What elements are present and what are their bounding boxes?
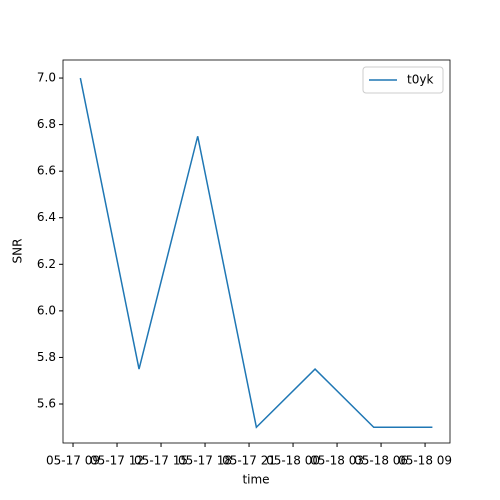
x-tick-label: 05-17 12: [90, 454, 144, 468]
y-axis-label: SNR: [11, 239, 25, 264]
x-tick-label: 05-17 15: [134, 454, 188, 468]
x-tick-label: 05-17 18: [178, 454, 232, 468]
line: [79, 77, 433, 429]
x-tick-label: 05-18 03: [310, 454, 364, 468]
x-tick-label: 05-17 21: [222, 454, 276, 468]
x-tick-label: 05-18 00: [266, 454, 320, 468]
x-tick-label: 05-17 09: [46, 454, 100, 468]
y-tick-label: 5.6: [37, 397, 56, 411]
y-tick-label: 6.2: [37, 257, 56, 271]
x-tick-label: 05-18 09: [398, 454, 452, 468]
x-tick-label: 05-18 06: [354, 454, 408, 468]
y-tick-label: 5.8: [37, 350, 56, 364]
y-tick-label: 6.8: [37, 117, 56, 131]
plot-frame: [62, 59, 451, 444]
legend-box: [362, 66, 444, 94]
y-tick-label: 7.0: [37, 71, 56, 85]
y-tick-label: 6.6: [37, 164, 56, 178]
x-axis-label: time: [242, 473, 269, 487]
legend-label: t0yk: [407, 73, 433, 87]
y-tick-label: 6.0: [37, 303, 56, 317]
y-tick-label: 6.4: [37, 210, 56, 224]
